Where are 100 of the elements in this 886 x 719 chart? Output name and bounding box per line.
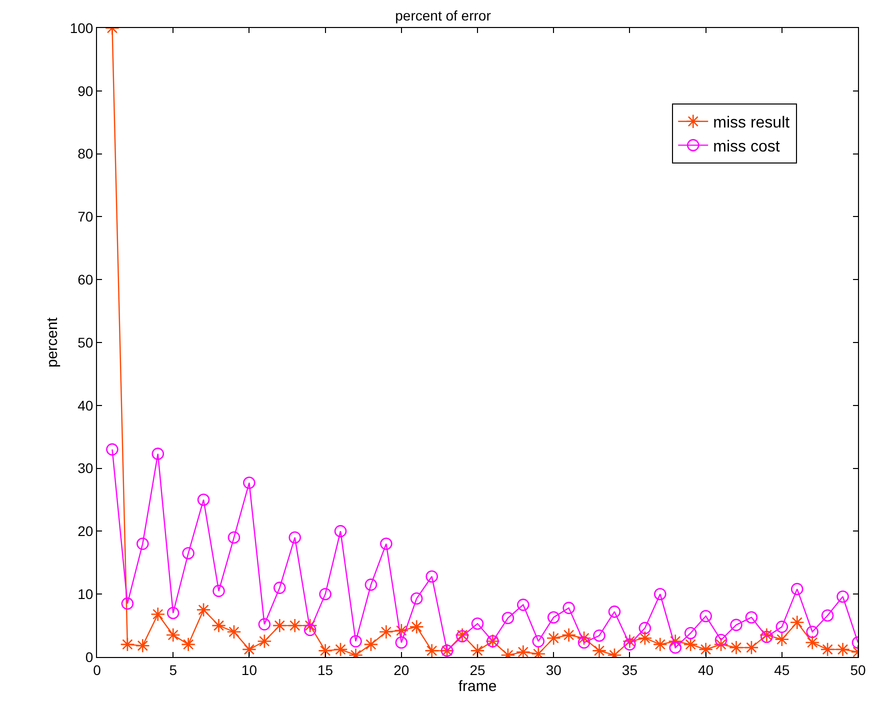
point <box>516 644 530 657</box>
point <box>288 531 302 544</box>
y-tick-label: 0 <box>85 648 94 665</box>
x-tick-label: 40 <box>698 662 714 678</box>
point <box>136 538 149 550</box>
point <box>242 642 256 657</box>
point <box>272 618 287 633</box>
point <box>318 643 333 657</box>
point <box>502 612 514 624</box>
point <box>622 634 637 649</box>
point <box>578 636 590 649</box>
point <box>820 642 835 657</box>
point <box>350 635 362 648</box>
point <box>121 597 134 610</box>
x-tick-label: 15 <box>318 662 334 678</box>
x-axis-title: frame <box>458 678 497 695</box>
x-tick-label: 25 <box>470 662 486 678</box>
point <box>181 637 196 652</box>
point <box>470 643 485 657</box>
point <box>805 635 820 650</box>
point <box>562 602 575 614</box>
point <box>638 630 652 646</box>
point <box>302 618 318 633</box>
point <box>288 618 302 633</box>
legend-label: miss result <box>713 114 790 132</box>
legend-label: miss cost <box>713 138 780 156</box>
x-tick-label: 35 <box>622 662 638 678</box>
y-tick-label: 10 <box>78 586 94 602</box>
point <box>821 609 834 622</box>
x-tick-label: 45 <box>774 662 790 678</box>
point <box>304 624 316 636</box>
x-tick-label: 5 <box>169 662 178 678</box>
point <box>364 578 378 591</box>
point <box>395 636 408 649</box>
point <box>426 570 438 583</box>
y-tick-label: 50 <box>78 334 94 350</box>
point <box>745 611 758 624</box>
point <box>806 626 818 638</box>
point <box>212 618 226 633</box>
point <box>334 525 347 538</box>
point <box>608 606 621 618</box>
point <box>228 531 240 544</box>
point <box>728 640 744 655</box>
x-tick-label: 20 <box>394 662 410 678</box>
point <box>166 628 180 642</box>
y-tick-label: 30 <box>78 460 94 476</box>
point <box>150 606 166 622</box>
point <box>652 637 668 652</box>
point <box>700 610 712 622</box>
point <box>669 641 682 654</box>
point <box>776 620 788 633</box>
point <box>790 615 804 630</box>
point <box>668 634 683 649</box>
point <box>624 638 636 651</box>
point <box>517 598 530 611</box>
point <box>106 443 118 456</box>
point <box>196 602 211 618</box>
point <box>714 637 728 652</box>
point <box>759 628 774 642</box>
point <box>836 642 850 657</box>
point <box>593 629 606 642</box>
point <box>364 637 378 652</box>
point <box>378 624 394 640</box>
point <box>333 642 348 657</box>
point <box>714 634 728 646</box>
point <box>182 547 194 560</box>
y-tick-label: 20 <box>78 523 94 540</box>
point <box>698 642 714 657</box>
point <box>576 630 592 646</box>
point <box>257 634 272 649</box>
point <box>547 611 560 624</box>
y-tick-label: 60 <box>78 272 94 288</box>
point <box>166 606 180 620</box>
point <box>243 476 256 489</box>
point <box>836 590 849 603</box>
point <box>120 637 135 652</box>
point <box>684 626 697 640</box>
point <box>546 630 561 646</box>
point <box>592 643 607 657</box>
x-tick-label: 10 <box>241 662 258 678</box>
y-tick-label: 100 <box>70 20 94 36</box>
point <box>774 632 790 647</box>
chart-title: percent of error <box>395 8 492 24</box>
point <box>730 618 742 632</box>
point <box>226 624 242 640</box>
point <box>562 628 576 642</box>
point <box>197 494 210 506</box>
point <box>424 643 440 657</box>
point <box>212 584 225 598</box>
point <box>152 448 164 460</box>
point <box>380 538 392 550</box>
point <box>471 618 484 630</box>
point <box>744 640 759 655</box>
point <box>273 582 286 594</box>
x-tick-label: 30 <box>546 662 562 678</box>
point <box>258 618 271 630</box>
point <box>394 623 409 638</box>
point <box>638 622 652 634</box>
point <box>409 620 424 634</box>
point <box>410 592 423 605</box>
